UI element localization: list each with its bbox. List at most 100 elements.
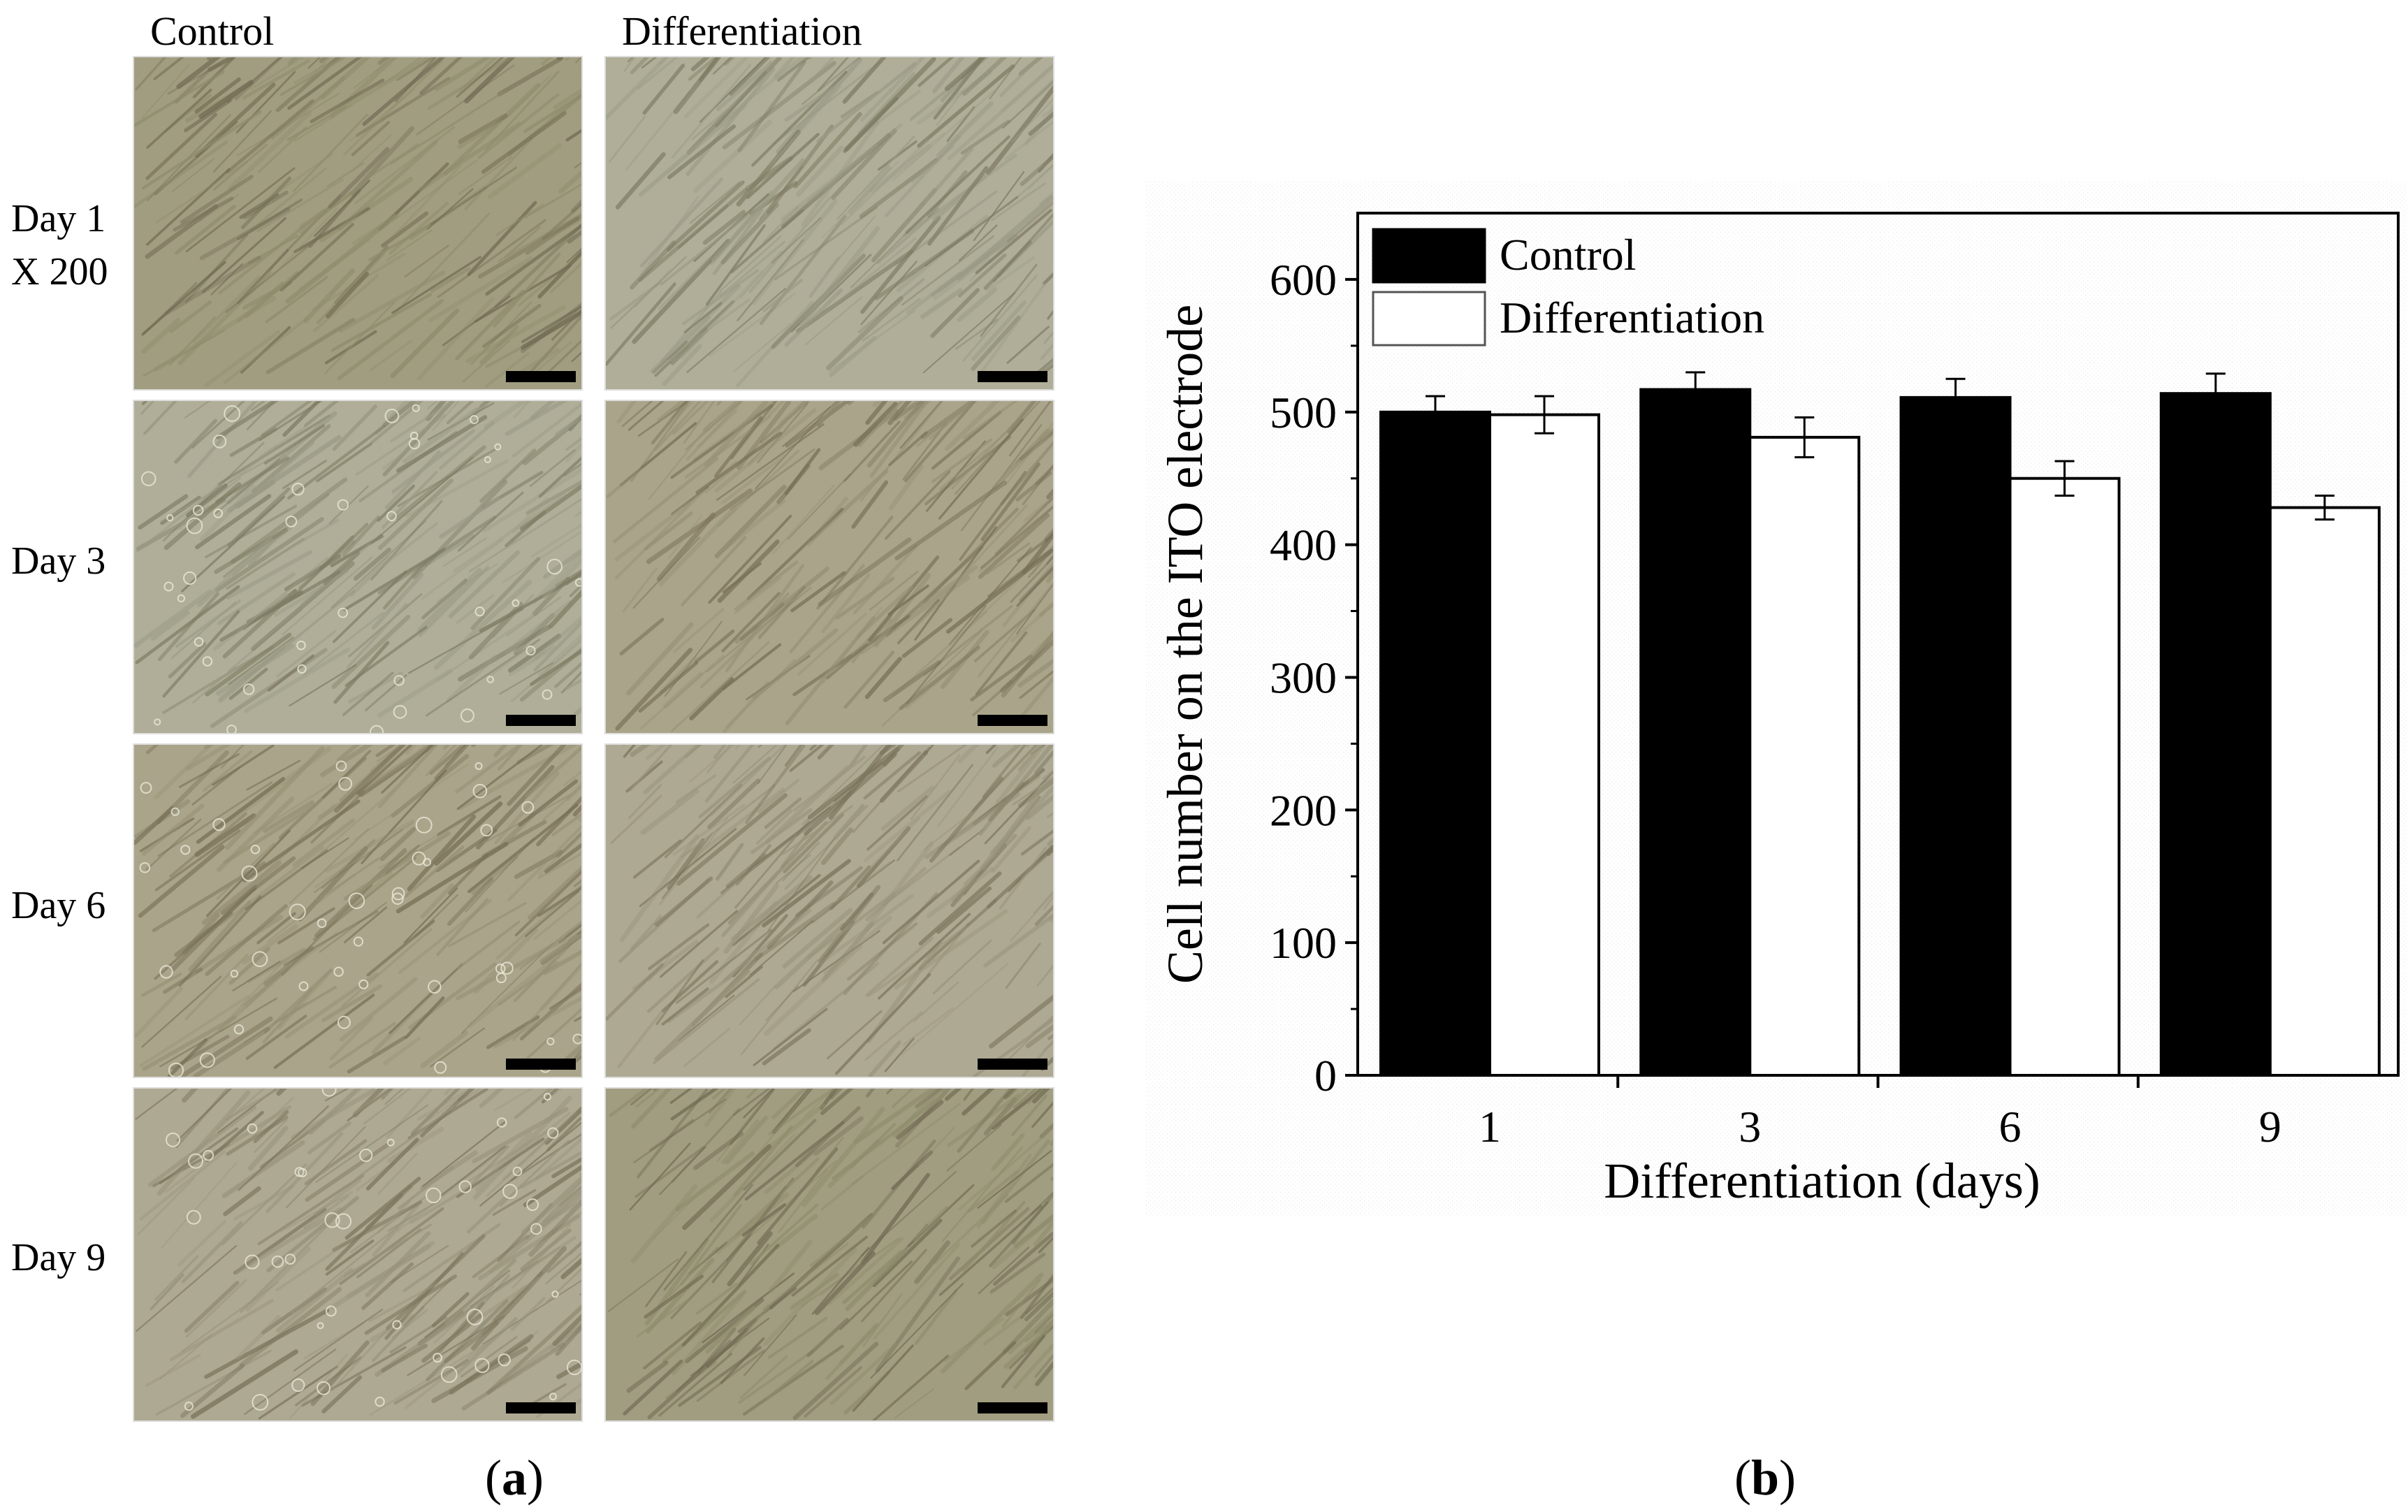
cell-fibre: [1004, 1163, 1053, 1203]
cell-fibre: [986, 542, 1030, 575]
cell-fibre: [782, 908, 853, 969]
rounded-cell: [199, 1052, 215, 1068]
cell-fibre: [662, 671, 703, 708]
cell-fibre: [677, 204, 729, 249]
cell-fibre: [281, 884, 373, 976]
cell-fibre: [328, 485, 369, 525]
cell-fibre: [169, 300, 212, 333]
cell-fibre: [259, 401, 323, 442]
cell-fibre: [917, 64, 1015, 148]
cell-fibre: [667, 124, 737, 180]
cell-fibre: [369, 1344, 484, 1416]
cell-fibre: [704, 401, 769, 467]
cell-fibre: [843, 650, 895, 709]
cell-fibre: [510, 1296, 546, 1331]
x-tick-label: 3: [1739, 1102, 1761, 1151]
cell-fibre: [542, 785, 581, 821]
cell-fibre: [799, 226, 880, 327]
cell-fibre: [1032, 1089, 1051, 1104]
cell-fibre: [637, 1089, 709, 1179]
cell-fibre: [521, 310, 581, 350]
cell-fibre: [970, 654, 1033, 702]
cell-fibre: [449, 1334, 534, 1395]
cell-fibre: [639, 655, 725, 729]
cell-fibre: [138, 494, 189, 530]
cell-fibre: [734, 567, 829, 644]
cell-fibre: [845, 1248, 908, 1311]
cell-fibre: [165, 255, 262, 315]
y-tick-label: 200: [1270, 785, 1337, 835]
cell-fibre: [1043, 528, 1053, 542]
cell-fibre: [250, 561, 355, 651]
cell-fibre: [873, 572, 931, 648]
cell-fibre: [764, 797, 802, 829]
cell-fibre: [944, 1317, 1005, 1362]
cell-fibre: [676, 793, 788, 886]
rounded-cell: [285, 516, 298, 528]
cell-fibre: [495, 203, 545, 236]
cell-fibre: [714, 484, 787, 559]
cell-fibre: [524, 890, 579, 938]
cell-fibre: [514, 1089, 553, 1119]
cell-fibre: [989, 1252, 1046, 1294]
row-label-day-9: Day 9: [11, 1236, 106, 1279]
cell-fibre: [853, 1089, 938, 1144]
cell-fibre: [1025, 78, 1053, 108]
cell-fibre: [285, 57, 331, 106]
cell-fibre: [946, 106, 975, 143]
cell-fibre: [629, 745, 673, 792]
cell-fibre: [239, 1287, 342, 1367]
cell-fibre: [520, 1228, 572, 1271]
cell-fibre: [494, 1089, 534, 1111]
rounded-cell: [335, 1213, 352, 1230]
cell-fibre: [319, 535, 354, 570]
cell-fibre: [714, 408, 817, 493]
cell-fibre: [225, 746, 325, 850]
cell-fibre: [946, 1124, 1002, 1172]
cell-fibre: [227, 487, 291, 547]
cell-fibre: [962, 275, 1038, 362]
rounded-cell: [486, 676, 494, 683]
cell-fibre: [963, 834, 1018, 885]
cell-fibre: [426, 1299, 509, 1381]
cell-fibre: [143, 329, 226, 377]
cell-fibre: [663, 1184, 753, 1291]
cell-fibre: [720, 1119, 760, 1165]
micrograph-control-day-6: [133, 743, 583, 1078]
cell-fibre: [556, 1052, 581, 1070]
rounded-cell: [212, 818, 226, 831]
cell-fibre: [725, 1115, 768, 1165]
cell-fibre: [664, 784, 743, 859]
cell-fibre: [351, 121, 391, 157]
cell-fibre: [551, 813, 581, 836]
legend-label-differentiation: Differentiation: [1500, 293, 1764, 342]
cell-fibre: [978, 516, 1040, 572]
cell-fibre: [657, 401, 686, 422]
cell-fibre: [695, 630, 735, 664]
cell-fibre: [347, 671, 403, 704]
cell-fibre: [723, 1215, 765, 1245]
cell-fibre: [635, 1089, 661, 1108]
cell-fibre: [254, 1119, 288, 1154]
cell-fibre: [864, 790, 952, 862]
cell-fibre: [856, 585, 913, 638]
cell-fibre: [427, 402, 495, 441]
cell-fibre: [456, 57, 505, 98]
rounded-cell: [484, 456, 491, 463]
cell-fibre: [672, 804, 746, 856]
cell-fibre: [606, 963, 664, 1022]
cell-fibre: [755, 809, 793, 845]
rounded-cell: [326, 1305, 337, 1317]
cell-fibre: [497, 213, 581, 263]
cell-fibre: [308, 1089, 362, 1135]
cell-fibre: [420, 883, 454, 919]
cell-fibre: [746, 1089, 759, 1099]
cell-fibre: [157, 592, 219, 662]
cell-fibre: [860, 1172, 930, 1265]
cell-fibre: [631, 196, 699, 288]
cell-fibre: [881, 630, 982, 727]
cell-fibre: [421, 539, 504, 599]
cell-fibre: [510, 1133, 581, 1182]
cell-fibre: [851, 1103, 961, 1185]
cell-fibre: [405, 996, 445, 1039]
